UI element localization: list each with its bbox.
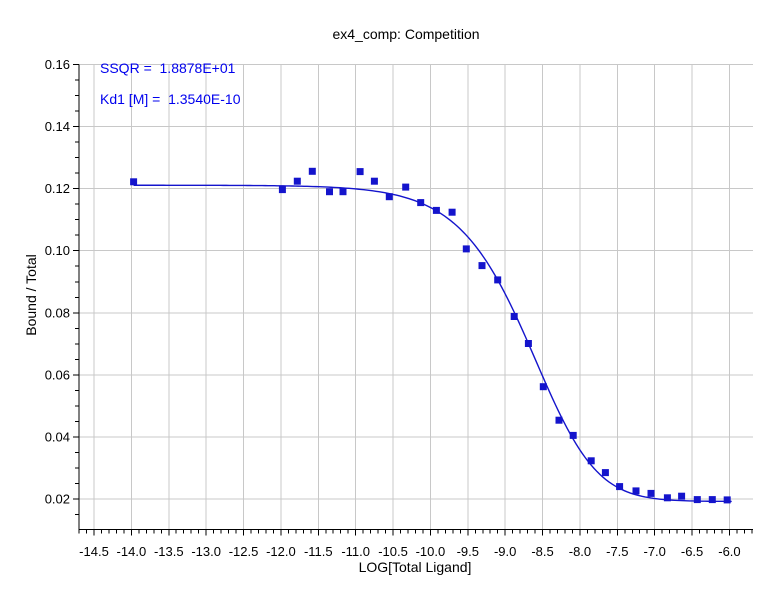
data-point [601, 469, 609, 477]
data-point [385, 193, 393, 201]
data-point [663, 494, 671, 502]
data-point [510, 313, 518, 320]
data-point [478, 262, 486, 270]
x-tick-label: -10.5 [378, 544, 408, 559]
data-point [678, 492, 686, 500]
y-tick-label: 0.14 [45, 119, 70, 134]
x-tick-label: -6.0 [718, 544, 740, 559]
x-tick-label: -12.0 [266, 544, 296, 559]
data-point [708, 496, 716, 504]
data-point [494, 276, 502, 284]
data-point [278, 186, 286, 194]
data-point [402, 183, 410, 191]
x-tick-label: -11.5 [304, 544, 333, 559]
x-tick-label: -7.5 [606, 544, 628, 559]
x-tick-label: -13.5 [154, 544, 184, 559]
y-tick-label: 0.10 [45, 243, 70, 258]
y-tick-label: 0.04 [45, 429, 70, 444]
data-point [370, 177, 378, 185]
data-point [417, 199, 425, 207]
fit-curve [133, 184, 732, 503]
x-tick-label: -13.0 [191, 544, 221, 559]
x-tick-label: -10.0 [416, 544, 446, 559]
x-tick-label: -7.0 [643, 544, 665, 559]
data-point [693, 496, 701, 504]
data-point [448, 208, 456, 216]
data-point [723, 496, 731, 504]
chart-title: ex4_comp: Competition [332, 26, 480, 42]
y-tick-label: 0.12 [45, 181, 70, 196]
x-tick-label: -8.0 [569, 544, 591, 559]
data-point [647, 489, 655, 497]
data-point [308, 167, 316, 175]
x-tick-label: -9.5 [457, 544, 479, 559]
y-tick-label: 0.16 [45, 57, 70, 72]
y-tick-label: 0.08 [45, 305, 70, 320]
y-tick-label: 0.06 [45, 367, 70, 382]
data-point [569, 431, 577, 439]
y-tick-label: 0.02 [45, 492, 70, 507]
data-point [293, 177, 301, 185]
data-point [326, 188, 333, 196]
x-tick-label: -8.5 [531, 544, 553, 559]
y-axis-title: Bound / Total [23, 254, 39, 336]
x-tick-label: -14.0 [117, 544, 147, 559]
data-point [587, 457, 595, 465]
data-point [130, 178, 138, 186]
data-point [539, 383, 547, 391]
kd1-annotation: Kd1 [M] = 1.3540E-10 [100, 91, 241, 107]
data-point [555, 416, 563, 424]
ssqr-annotation: SSQR = 1.8878E+01 [100, 60, 236, 76]
data-point [524, 340, 532, 347]
data-point [432, 206, 440, 214]
x-tick-label: -12.5 [229, 544, 259, 559]
data-point [632, 487, 640, 495]
x-axis-title: LOG[Total Ligand] [358, 559, 472, 575]
x-tick-label: -6.5 [681, 544, 703, 559]
data-point [339, 188, 347, 196]
x-tick-label: -11.0 [341, 544, 370, 559]
x-tick-label: -9.0 [494, 544, 516, 559]
x-tick-label: -14.5 [79, 544, 109, 559]
data-point [616, 483, 624, 491]
data-point [462, 245, 470, 253]
data-point [356, 168, 364, 176]
